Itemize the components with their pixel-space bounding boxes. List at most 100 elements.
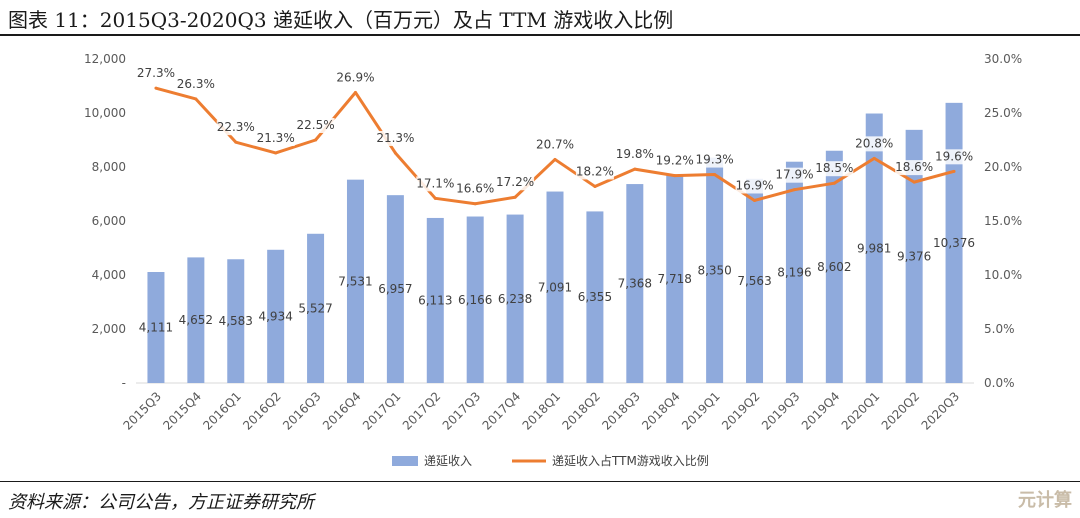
line-point: [633, 167, 637, 171]
line-point: [713, 173, 717, 177]
x-axis-tick: 2016Q1: [200, 389, 244, 433]
bar: [426, 217, 444, 383]
x-axis-tick: 2019Q2: [719, 389, 763, 433]
line-point: [753, 198, 757, 202]
title-rule: [0, 34, 1080, 36]
bar-label: 7,091: [538, 280, 572, 294]
line-point: [832, 181, 836, 185]
line-label-bg: [695, 152, 734, 168]
line-label: 19.6%: [935, 149, 973, 163]
right-axis-tick: 30.0%: [984, 52, 1022, 66]
x-axis-tick: 2018Q2: [559, 389, 603, 433]
line-point: [513, 195, 517, 199]
left-axis-tick: 2,000: [92, 322, 126, 336]
bar: [905, 129, 923, 383]
figure-title: 图表 11：2015Q3-2020Q3 递延收入（百万元）及占 TTM 游戏收入…: [8, 8, 674, 32]
bar: [267, 249, 285, 383]
left-axis-tick: -: [122, 376, 126, 390]
bar-label: 4,111: [139, 321, 173, 335]
line-label-bg: [136, 66, 175, 82]
line-label: 18.6%: [895, 160, 933, 174]
x-axis-tick: 2019Q1: [679, 389, 723, 433]
line-label: 26.9%: [336, 70, 374, 84]
bar: [586, 211, 604, 383]
line-label: 17.9%: [775, 168, 813, 182]
bar-label: 7,718: [658, 272, 692, 286]
line-label: 27.3%: [137, 66, 175, 80]
legend-bar-swatch: [392, 456, 418, 466]
right-axis: 0.0% 5.0% 10.0% 15.0% 20.0% 25.0% 30.0%: [984, 52, 1022, 390]
line-label-bg: [575, 164, 614, 180]
bar-label: 4,583: [219, 314, 253, 328]
bar-label: 7,563: [737, 274, 771, 288]
right-axis-tick: 10.0%: [984, 268, 1022, 282]
bar: [746, 178, 764, 383]
right-axis-tick: 20.0%: [984, 160, 1022, 174]
line-label: 20.8%: [855, 136, 893, 150]
bar: [506, 214, 524, 383]
legend: 递延收入 递延收入占TTM游戏收入比例: [392, 453, 709, 468]
bar: [466, 216, 484, 383]
x-axis-tick: 2015Q3: [120, 389, 164, 433]
bar-label: 4,934: [258, 309, 292, 323]
line-label: 17.1%: [416, 176, 454, 190]
right-axis-tick: 25.0%: [984, 106, 1022, 120]
line-point: [393, 151, 397, 155]
left-axis: - 2,000 4,000 6,000 8,000 10,000 12,000: [84, 52, 126, 390]
bar: [307, 233, 325, 383]
source-note: 资料来源：公司公告，方正证券研究所: [8, 492, 314, 513]
line-label-bg: [815, 161, 854, 177]
bar: [187, 257, 205, 383]
line-label-bg: [615, 147, 654, 163]
bar: [825, 150, 843, 383]
left-axis-tick: 10,000: [84, 106, 126, 120]
line-label: 21.3%: [257, 131, 295, 145]
left-axis-tick: 6,000: [92, 214, 126, 228]
line-point: [952, 169, 956, 173]
x-axis-tick: 2016Q2: [240, 389, 284, 433]
bar: [346, 179, 364, 383]
line-point: [433, 196, 437, 200]
x-axis-tick: 2018Q3: [599, 389, 643, 433]
line-labels: 27.3%26.3%22.3%21.3%22.5%26.9%21.3%17.1%…: [137, 66, 973, 197]
left-axis-tick: 8,000: [92, 160, 126, 174]
line-label-bg: [735, 178, 774, 194]
bar-label: 10,376: [933, 236, 975, 250]
bar: [666, 174, 684, 383]
line-label: 22.3%: [217, 120, 255, 134]
line-label-bg: [376, 130, 415, 146]
line-label-bg: [496, 175, 535, 191]
x-axis-tick: 2020Q1: [839, 389, 883, 433]
bar-label: 8,350: [697, 263, 731, 277]
left-axis-tick: 12,000: [84, 52, 126, 66]
bar-label: 6,957: [378, 282, 412, 296]
line-point: [792, 188, 796, 192]
bar-label: 6,113: [418, 293, 452, 307]
line-label: 26.3%: [177, 77, 215, 91]
right-axis-tick: 5.0%: [984, 322, 1015, 336]
bar-label: 6,238: [498, 292, 532, 306]
bar: [546, 191, 564, 383]
bar-label: 6,355: [578, 290, 612, 304]
line-point: [912, 180, 916, 184]
line-point: [553, 157, 557, 161]
line-label-bg: [296, 118, 335, 133]
bar-label: 6,166: [458, 293, 492, 307]
x-axis-tick: 2017Q3: [440, 389, 484, 433]
line-label-bg: [456, 181, 495, 197]
line-point: [234, 140, 238, 144]
line-point: [673, 174, 677, 178]
line-label: 20.7%: [536, 137, 574, 151]
bar-labels: 4,111 4,652 4,583 4,934 5,527 7,531 6,957 6,113…: [139, 236, 975, 335]
line-point: [353, 90, 357, 94]
bar-label: 9,981: [857, 241, 891, 255]
legend-line-label: 递延收入占TTM游戏收入比例: [552, 453, 709, 468]
line-label: 18.2%: [576, 164, 614, 178]
line-label: 21.3%: [376, 131, 414, 145]
bar-label: 7,368: [618, 277, 652, 291]
right-axis-tick: 15.0%: [984, 214, 1022, 228]
bar: [706, 157, 724, 383]
line-label: 16.9%: [735, 178, 773, 192]
line-label: 19.2%: [656, 154, 694, 168]
bar-label: 5,527: [298, 301, 332, 315]
